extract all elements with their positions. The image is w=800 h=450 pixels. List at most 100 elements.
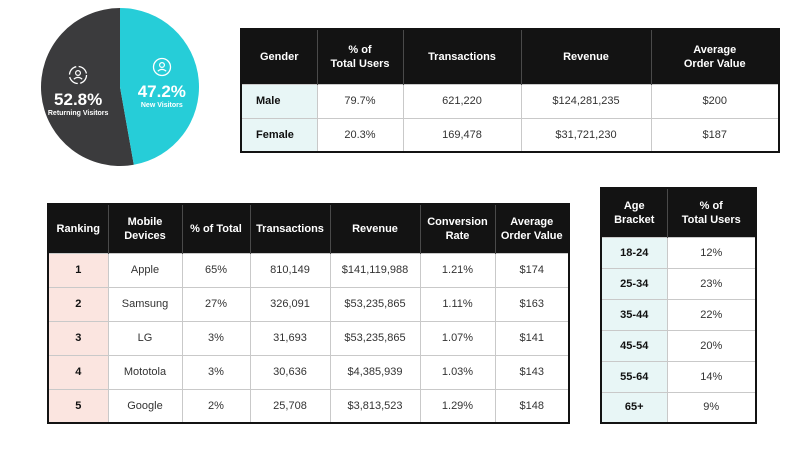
- column-header: Conversion Rate: [420, 204, 496, 253]
- table-row: 65+ 9%: [600, 391, 757, 424]
- table-header-row: Gender% of Total Users Transactions Revenue…: [241, 29, 779, 84]
- visitors-pie-chart: [40, 8, 199, 166]
- column-header: Average Order Value: [651, 29, 779, 84]
- pie-slice-label: New Visitors: [140, 102, 183, 110]
- table-cell: 30,636: [249, 354, 331, 390]
- pie-slice-label: Returning Visitors: [47, 109, 109, 117]
- column-header: % of Total Users: [317, 29, 404, 84]
- pie-label-new-visitors: 47.2% New Visitors: [128, 57, 196, 110]
- row-key-cell: 35-44: [600, 298, 668, 331]
- column-header: Age Bracket: [601, 188, 668, 237]
- table-cell: 20.3%: [316, 117, 404, 153]
- column-header: Revenue: [521, 29, 652, 84]
- table-cell: $53,235,865: [329, 320, 421, 356]
- table-row: 45-54 20%: [600, 329, 757, 362]
- table-cell: 12%: [666, 236, 757, 269]
- table-cell: 810,149: [249, 252, 331, 288]
- row-key-cell: 2: [47, 286, 109, 322]
- column-header: % of Total Users: [667, 188, 756, 237]
- row-key-cell: 25-34: [600, 267, 668, 300]
- table-cell: 31,693: [249, 320, 331, 356]
- row-key-cell: 4: [47, 354, 109, 390]
- table-cell: 79.7%: [316, 83, 404, 119]
- table-cell: 1.21%: [419, 252, 496, 288]
- row-key-cell: 18-24: [600, 236, 668, 269]
- table-cell: 621,220: [402, 83, 522, 119]
- column-header: Mobile Devices: [108, 204, 183, 253]
- table-cell: Mototola: [107, 354, 183, 390]
- row-key-cell: Male: [240, 83, 318, 119]
- table-row: 18-24 12%: [600, 236, 757, 269]
- table-row: 35-44 22%: [600, 298, 757, 331]
- column-header: Average Order Value: [495, 204, 569, 253]
- table-cell: 25,708: [249, 388, 331, 424]
- user-circle-icon: [152, 58, 171, 77]
- table-cell: $53,235,865: [329, 286, 421, 322]
- table-row: 2 Samsung 27% 326,091 $53,235,865 1.11% $163: [47, 286, 570, 322]
- table-cell: 1.07%: [419, 320, 496, 356]
- pie-slice-new-visitors: [120, 8, 199, 165]
- table-cell: $3,813,523: [329, 388, 421, 424]
- table-cell: Apple: [107, 252, 183, 288]
- table-cell: LG: [107, 320, 183, 356]
- table-header-row: Ranking Mobile Devices% of Total Transactio…: [48, 204, 569, 253]
- gender-table: Gender% of Total Users Transactions Revenue…: [240, 28, 780, 153]
- table-cell: 20%: [666, 329, 757, 362]
- table-cell: $141: [494, 320, 570, 356]
- table-cell: $163: [494, 286, 570, 322]
- table-cell: 22%: [666, 298, 757, 331]
- table-row: 4 Mototola 3% 30,636 $4,385,939 1.03% $143: [47, 354, 570, 390]
- table-row: 5 Google 2% 25,708 $3,813,523 1.29% $148: [47, 388, 570, 424]
- row-key-cell: 65+: [600, 391, 668, 424]
- table-cell: $174: [494, 252, 570, 288]
- table-cell: $143: [494, 354, 570, 390]
- pie-label-returning-visitors: 52.8% Returning Visitors: [44, 65, 112, 118]
- table-cell: 9%: [666, 391, 757, 424]
- mobile-devices-table: Ranking Mobile Devices% of Total Transactio…: [47, 203, 570, 424]
- table-cell: 169,478: [402, 117, 522, 153]
- row-key-cell: 5: [47, 388, 109, 424]
- table-cell: $4,385,939: [329, 354, 421, 390]
- table-cell: 27%: [181, 286, 251, 322]
- pie-percent: 52.8%: [54, 89, 103, 109]
- row-key-cell: 45-54: [600, 329, 668, 362]
- row-key-cell: 55-64: [600, 360, 668, 393]
- table-row: 3 LG 3% 31,693 $53,235,865 1.07% $141: [47, 320, 570, 356]
- table-row: 25-34 23%: [600, 267, 757, 300]
- column-header: Gender: [241, 29, 318, 84]
- table-header-row: Age Bracket% of Total Users: [601, 188, 756, 237]
- column-header: % of Total: [182, 204, 251, 253]
- table-cell: $141,119,988: [329, 252, 421, 288]
- row-key-cell: 3: [47, 320, 109, 356]
- table-cell: 14%: [666, 360, 757, 393]
- table-cell: Samsung: [107, 286, 183, 322]
- row-key-cell: Female: [240, 117, 318, 153]
- table-cell: $200: [650, 83, 780, 119]
- table-row: 1 Apple 65% 810,149 $141,119,988 1.21% $174: [47, 252, 570, 288]
- table-cell: 326,091: [249, 286, 331, 322]
- column-header: Transactions: [403, 29, 522, 84]
- table-cell: 1.11%: [419, 286, 496, 322]
- age-bracket-table: Age Bracket% of Total Users 18-24 12% 25-34 23…: [600, 187, 757, 424]
- column-header: Revenue: [330, 204, 421, 253]
- user-cycle-icon: [69, 65, 88, 84]
- row-key-cell: 1: [47, 252, 109, 288]
- table-cell: $187: [650, 117, 780, 153]
- table-row: Male 79.7% 621,220 $124,281,235 $200: [240, 83, 780, 119]
- table-cell: 3%: [181, 320, 251, 356]
- table-cell: 23%: [666, 267, 757, 300]
- pie-slice-returning-visitors: [40, 8, 134, 166]
- table-cell: $31,721,230: [520, 117, 652, 153]
- table-cell: 3%: [181, 354, 251, 390]
- table-row: Female 20.3% 169,478 $31,721,230 $187: [240, 117, 780, 153]
- column-header: Ranking: [48, 204, 109, 253]
- table-cell: 1.03%: [419, 354, 496, 390]
- table-row: 55-64 14%: [600, 360, 757, 393]
- table-cell: Google: [107, 388, 183, 424]
- table-cell: $124,281,235: [520, 83, 652, 119]
- column-header: Transactions: [250, 204, 331, 253]
- pie-percent: 47.2%: [137, 82, 186, 102]
- table-cell: $148: [494, 388, 570, 424]
- table-cell: 2%: [181, 388, 251, 424]
- table-cell: 1.29%: [419, 388, 496, 424]
